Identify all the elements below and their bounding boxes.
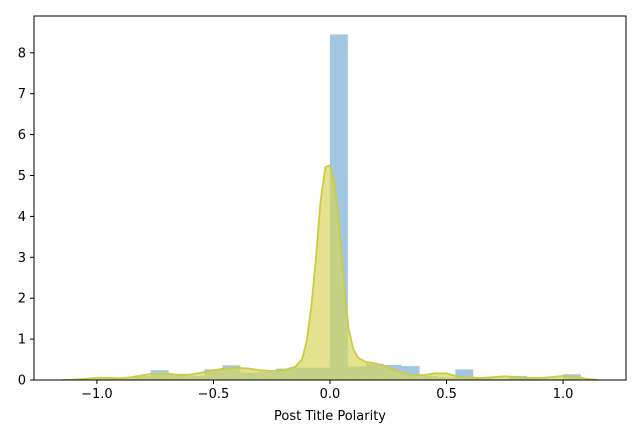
histogram-bar xyxy=(455,369,474,380)
plot-area xyxy=(61,34,599,380)
y-tick-label: 1 xyxy=(18,333,26,348)
x-axis-title: Post Title Polarity xyxy=(274,409,386,424)
x-tick-label: −1.0 xyxy=(81,387,113,402)
y-tick-label: 7 xyxy=(18,87,26,102)
y-tick-label: 8 xyxy=(18,46,26,61)
y-tick-label: 3 xyxy=(18,251,26,266)
x-tick-label: 0.5 xyxy=(436,387,457,402)
y-tick-label: 4 xyxy=(18,210,26,225)
axes: −1.0 −0.5 0.0 0.5 1.0 0 1 2 3 4 5 6 7 8 xyxy=(18,46,574,402)
x-tick-label: 1.0 xyxy=(553,387,574,402)
x-tick-label: −0.5 xyxy=(198,387,230,402)
x-tick-label: 0.0 xyxy=(320,387,341,402)
kde-area xyxy=(61,165,599,380)
y-tick-label: 5 xyxy=(18,169,26,184)
y-tick-label: 6 xyxy=(18,128,26,143)
kde-line xyxy=(61,164,599,380)
y-tick-label: 0 xyxy=(18,374,26,389)
y-tick-label: 2 xyxy=(18,292,26,307)
